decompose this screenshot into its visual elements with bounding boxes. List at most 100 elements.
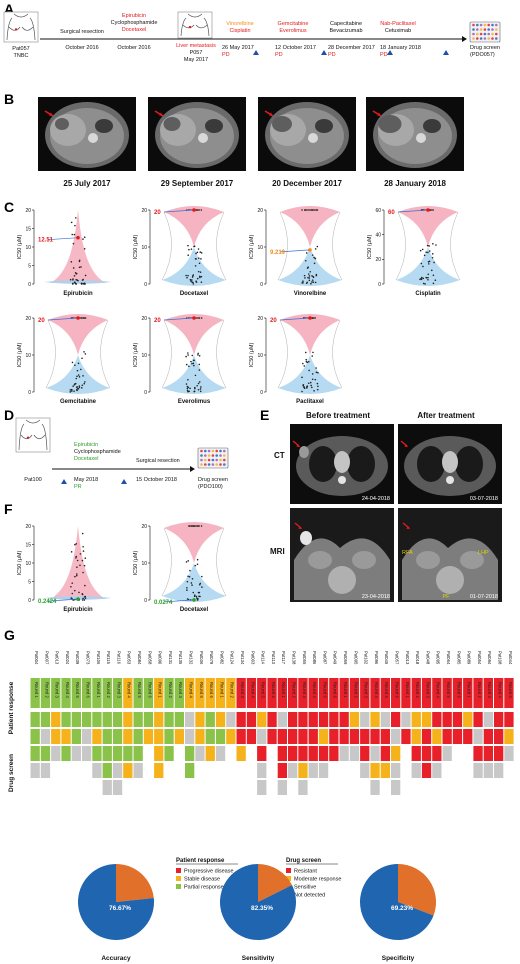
plate-well [476, 32, 479, 36]
response-cell [411, 678, 421, 708]
data-point [422, 277, 425, 280]
data-point [195, 595, 198, 598]
data-point [197, 352, 200, 355]
y-tick-label: 20 [25, 208, 31, 214]
mri-orientation-tag: LHP [478, 550, 489, 556]
patient-column: Pat049 Round 6 [329, 651, 339, 761]
ct-chest-image [290, 424, 394, 504]
patient-id-label: Pat064 [446, 651, 451, 665]
drug-screen-cell [61, 712, 71, 727]
drug-screen-cell [205, 729, 215, 744]
round-label: Round 5 [261, 682, 266, 699]
patient-column: Pat132 Round 4 [185, 651, 195, 778]
round-label: Round 1 [343, 682, 348, 699]
violin-outline [161, 319, 227, 389]
mri-orientation-tag: PF [442, 594, 450, 600]
plate-well [479, 23, 483, 27]
data-point [197, 388, 200, 391]
data-point [200, 258, 202, 260]
y-tick-label: 15 [25, 226, 31, 232]
data-point [191, 362, 193, 365]
data-point [83, 248, 86, 250]
y-axis-label: IC50 (μM) [17, 235, 23, 260]
data-point [431, 256, 434, 259]
patient-column: Pat007 Round 2 [40, 651, 51, 778]
y-tick-label: 20 [141, 208, 147, 214]
data-point [74, 217, 77, 219]
data-point [198, 381, 201, 383]
data-point [82, 597, 84, 600]
data-point [311, 275, 313, 277]
patient-id-label: Pat018 [415, 651, 420, 665]
violin-chart-epirubicin: 0 5 10 15 20 IC50 (μM) 12.51 Epirubicin [17, 208, 112, 297]
drug-screen-cell [277, 780, 287, 795]
patient-value-label: 20 [270, 318, 277, 324]
data-point [194, 265, 197, 267]
drug-screen-cell [442, 712, 452, 727]
y-axis-label: IC50 (μM) [133, 343, 139, 368]
plate-well [200, 449, 203, 453]
data-point [69, 391, 72, 393]
timeline-arrowhead [190, 466, 195, 472]
patient-id-label: Pat059 [343, 651, 348, 665]
data-point [197, 597, 199, 600]
data-point [199, 582, 202, 585]
patient-value-marker [308, 248, 312, 252]
drug-screen-cell [494, 763, 504, 778]
patient-id-label: Pat113 [271, 651, 276, 665]
patient-id-label: Pat132 [189, 651, 194, 665]
patient-response-row-label: Patient response [8, 681, 15, 734]
drug-screen-cell [288, 763, 298, 778]
ct-spine [446, 476, 454, 484]
data-point [420, 277, 422, 280]
plate-well [487, 28, 491, 31]
drug-screen-cell [133, 712, 143, 727]
data-point [72, 278, 74, 280]
treatment-timepoint-marker [387, 50, 393, 55]
outcome-pd: PD [328, 52, 336, 58]
data-point [76, 566, 78, 568]
drug-screen-cell [432, 763, 442, 778]
data-point [187, 274, 189, 277]
data-point [76, 559, 79, 562]
lesion-arrowhead [269, 112, 273, 116]
drug-screen-cell [391, 712, 401, 727]
drug-screen-cell [349, 729, 360, 744]
data-point [84, 381, 86, 383]
data-point [304, 351, 307, 354]
data-point [192, 274, 195, 276]
drug-label: Nab-Paclitaxel [380, 21, 415, 27]
data-point [306, 387, 308, 389]
torso-breasts [8, 26, 34, 31]
data-point [194, 387, 196, 390]
torso-outline [180, 17, 210, 37]
patient-id-label: Pat087 [322, 651, 327, 665]
patient-id-label: Pat039 [75, 651, 80, 665]
drug-screen-cell [349, 712, 360, 727]
drug-screen-cell [185, 763, 195, 778]
panel-e-letter: E [260, 407, 269, 423]
drug-screen-cell [205, 712, 215, 727]
plate-well [479, 37, 483, 40]
data-point [77, 374, 80, 376]
drug-screen-cell [308, 712, 318, 727]
drug-screen-cell [195, 729, 205, 744]
lesion-arrowhead [49, 112, 53, 116]
data-point [311, 355, 314, 357]
patient-id-label: Pat055 [302, 651, 307, 665]
patient-value-marker [76, 597, 80, 601]
panel-g-heatmap: Patient response Drug screen Pat004 Round 1… [8, 651, 514, 899]
drug-screen-cell [277, 729, 287, 744]
drug-screen-cell [154, 712, 164, 727]
data-point [83, 564, 86, 567]
data-point [82, 545, 84, 548]
drug-screen-cell [504, 729, 514, 744]
before-treatment-header: Before treatment [306, 411, 370, 420]
round-label: Round 2 [292, 682, 297, 699]
data-point [188, 365, 190, 368]
data-point [197, 257, 200, 259]
y-tick-label: 5 [28, 263, 31, 269]
data-point [198, 354, 201, 357]
legend-label: Progressive disease [184, 869, 234, 875]
drug-screen-cell [267, 712, 277, 727]
